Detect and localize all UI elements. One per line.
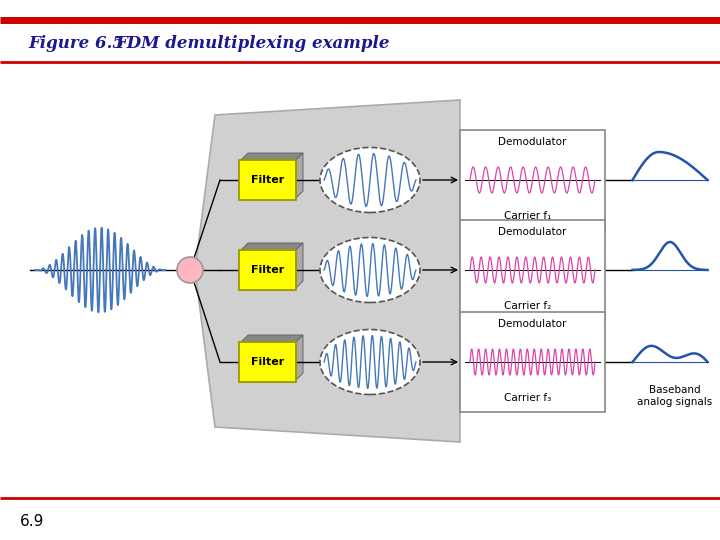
Polygon shape: [295, 153, 303, 199]
Text: FDM demultiplexing example: FDM demultiplexing example: [115, 35, 390, 51]
Text: analog signals: analog signals: [637, 397, 713, 407]
Text: Demodulator: Demodulator: [498, 319, 567, 329]
FancyBboxPatch shape: [239, 160, 296, 200]
FancyBboxPatch shape: [460, 130, 605, 230]
FancyBboxPatch shape: [460, 312, 605, 412]
Text: Figure 6.5: Figure 6.5: [28, 35, 124, 51]
Ellipse shape: [320, 329, 420, 395]
Text: Filter: Filter: [251, 175, 284, 185]
Polygon shape: [240, 153, 303, 161]
FancyBboxPatch shape: [239, 250, 296, 290]
Polygon shape: [240, 243, 303, 251]
Text: 6.9: 6.9: [20, 515, 45, 530]
Ellipse shape: [320, 147, 420, 213]
Text: Carrier f₃: Carrier f₃: [504, 393, 551, 403]
Text: Carrier f₁: Carrier f₁: [504, 211, 552, 221]
Text: Carrier f₂: Carrier f₂: [504, 301, 551, 311]
FancyBboxPatch shape: [460, 220, 605, 320]
Text: Demodulator: Demodulator: [498, 137, 567, 147]
Text: Filter: Filter: [251, 357, 284, 367]
FancyBboxPatch shape: [239, 342, 296, 382]
Polygon shape: [295, 243, 303, 289]
Text: Filter: Filter: [251, 265, 284, 275]
Polygon shape: [240, 335, 303, 343]
Polygon shape: [195, 100, 460, 442]
Ellipse shape: [320, 238, 420, 302]
Circle shape: [177, 257, 203, 283]
Polygon shape: [295, 335, 303, 381]
Text: Demodulator: Demodulator: [498, 227, 567, 237]
Text: Baseband: Baseband: [649, 385, 701, 395]
